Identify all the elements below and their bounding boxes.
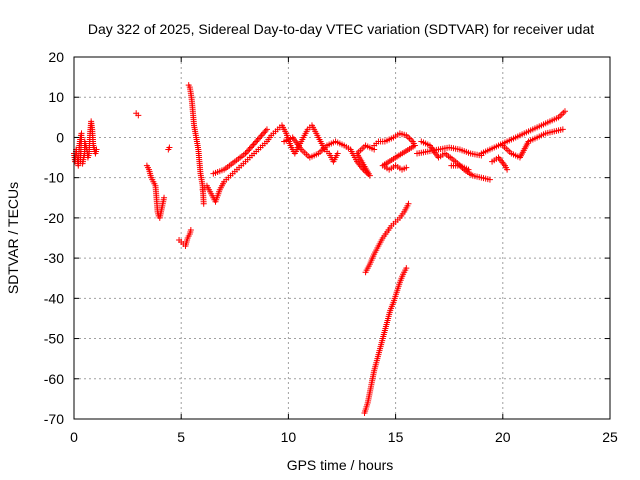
y-tick-label: 0 xyxy=(56,129,64,145)
grid xyxy=(74,57,610,419)
x-axis-label: GPS time / hours xyxy=(287,457,394,473)
data-point-dip-3.5h xyxy=(161,194,168,201)
y-tick-label: -70 xyxy=(44,411,64,427)
plot-frame xyxy=(73,56,611,420)
data-point-band-16-19h xyxy=(486,176,493,183)
data-point-early-cluster xyxy=(93,146,100,153)
data-points xyxy=(71,82,568,416)
data-point-dip-3.5h xyxy=(166,144,173,151)
data-point-rise-6-9h xyxy=(246,146,253,153)
y-tick-label: -20 xyxy=(44,210,64,226)
data-point-rise-6-9h xyxy=(257,133,264,140)
data-point-rise-6-9h xyxy=(255,135,262,142)
x-tick-label: 25 xyxy=(602,429,618,445)
data-point-rise-6-9h xyxy=(245,147,252,154)
y-tick-label: 20 xyxy=(48,49,64,65)
data-point-rise-6-9h xyxy=(259,130,266,137)
data-point-rise-6-9h xyxy=(250,141,257,148)
data-point-band-19-23h xyxy=(561,108,568,115)
data-point-band-14-16h xyxy=(403,164,410,171)
data-point-rise-6-9h xyxy=(253,138,260,145)
data-point-drop-lower xyxy=(403,265,410,272)
y-tick-label: -40 xyxy=(44,290,64,306)
y-tick-label: -60 xyxy=(44,371,64,387)
data-point-rise-6-9h xyxy=(247,144,254,151)
data-point-rise-6-9h xyxy=(251,139,258,146)
x-tick-label: 20 xyxy=(495,429,511,445)
data-point-band-19-23h xyxy=(559,126,566,133)
data-point-drop-upper xyxy=(405,200,412,207)
y-tick-label: -30 xyxy=(44,250,64,266)
data-point-band-9-12h xyxy=(334,150,341,157)
x-tick-label: 10 xyxy=(281,429,297,445)
data-point-rise-6-9h xyxy=(261,129,268,136)
y-tick-label: -10 xyxy=(44,170,64,186)
y-tick-label: -50 xyxy=(44,331,64,347)
data-point-rise-6-9h xyxy=(263,126,270,133)
axes: 0 5 10 15 20 25 20 10 0 -10 -20 -30 -40 -50 -60 -70 xyxy=(44,49,618,445)
chart-title: Day 322 of 2025, Sidereal Day-to-day VTE… xyxy=(88,21,594,37)
data-point-dip-5h xyxy=(187,226,194,233)
y-tick-label: 10 xyxy=(48,89,64,105)
x-tick-label: 5 xyxy=(177,429,185,445)
data-point-spike-5.5h xyxy=(200,200,207,207)
x-tick-label: 15 xyxy=(388,429,404,445)
y-axis-label: SDTVAR / TECUs xyxy=(5,182,21,294)
data-point-rise-6-9h xyxy=(249,142,256,149)
data-point-band-19-23h xyxy=(504,166,511,173)
data-point-rise-6-9h xyxy=(243,149,250,156)
data-point-band-16-19h xyxy=(465,166,472,173)
data-point-isolated-3h xyxy=(135,112,142,119)
data-point-rise-6-9h xyxy=(262,127,269,134)
x-tick-label: 0 xyxy=(70,429,78,445)
